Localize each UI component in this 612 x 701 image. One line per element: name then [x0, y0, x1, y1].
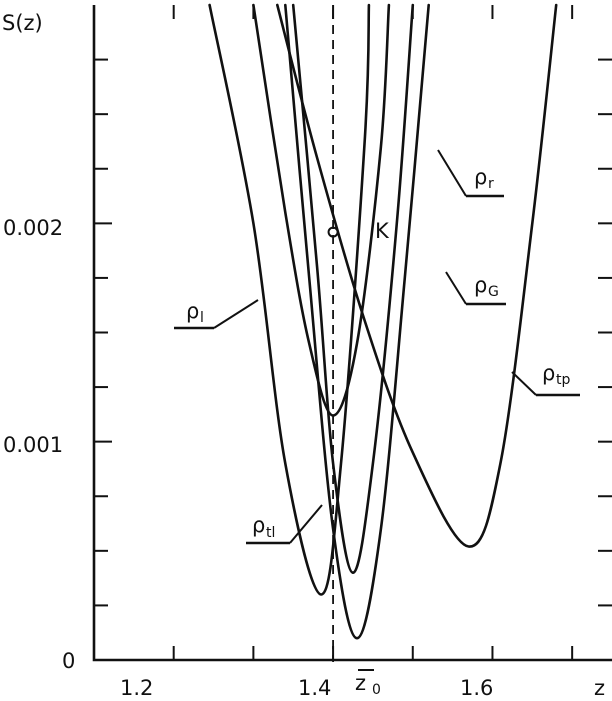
curve-label-rho-tl-main: ρ: [252, 513, 265, 537]
point-k-label: K: [375, 219, 390, 243]
leader-rho-g: [445, 271, 467, 305]
label-leaders: [213, 149, 537, 544]
curve-label-rho-g-sub: G: [488, 284, 499, 300]
curve-label-rho-l: ρ l: [174, 299, 214, 330]
curve-rho-g: [284, 3, 430, 640]
y-tick-label-0: 0: [62, 649, 75, 673]
x-tick-label-2: 1.6: [460, 676, 493, 700]
curves: [208, 3, 558, 640]
x-tick-label-0: 1.2: [120, 676, 153, 700]
y-tick-label-2: 0.002: [3, 216, 63, 240]
curve-label-rho-tp-main: ρ: [542, 361, 555, 385]
curve-rho-tp: [276, 3, 558, 548]
y-tick-label-1: 0.001: [3, 433, 63, 457]
curve-label-rho-g-main: ρ: [474, 273, 487, 297]
reference-line-label-sub: 0: [372, 682, 381, 698]
leader-rho-tl: [289, 504, 323, 544]
curve-label-rho-r: ρ r: [466, 165, 504, 198]
leader-rho-tp: [511, 371, 537, 396]
curve-label-rho-tp-sub: tp: [556, 372, 570, 388]
curve-label-rho-r-sub: r: [488, 176, 494, 192]
curve-label-rho-l-main: ρ: [186, 299, 199, 323]
curve-label-rho-l-sub: l: [200, 310, 204, 326]
reference-line-label-main: z: [355, 671, 366, 695]
x-axis-label: z: [594, 676, 605, 700]
tick-marks: [94, 5, 612, 660]
leader-rho-l: [213, 299, 259, 329]
leader-rho-r: [437, 149, 467, 197]
curve-label-rho-g: ρ G: [466, 273, 506, 306]
curve-rho-tl: [208, 3, 371, 596]
curve-label-rho-tl-sub: tl: [266, 525, 275, 541]
curve-label-rho-tp: ρ tp: [536, 361, 580, 397]
plot-frame: [92, 5, 612, 662]
curve-rho-r: [291, 3, 415, 574]
reference-line-label: z 0: [355, 669, 381, 698]
x-tick-label-1: 1.4: [298, 676, 331, 700]
curve-label-rho-tl: ρ tl: [246, 513, 290, 545]
curve-label-rho-r-main: ρ: [474, 165, 487, 189]
y-axis-label: S(z): [2, 11, 43, 35]
